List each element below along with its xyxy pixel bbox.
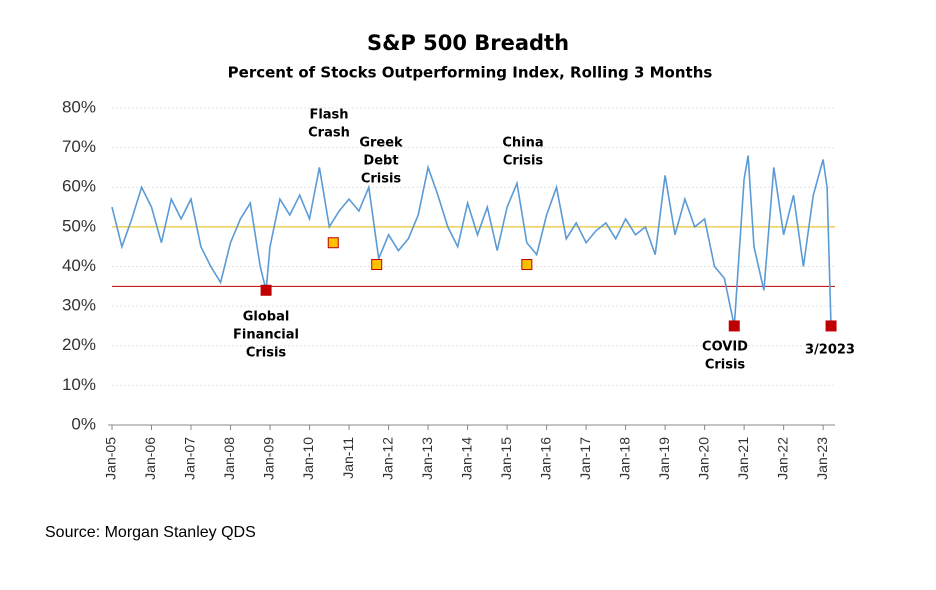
y-tick-label: 0% [71, 414, 96, 433]
event-marker [371, 259, 383, 271]
x-tick-label: Jan-18 [616, 437, 632, 480]
y-tick-label: 50% [62, 216, 96, 235]
annotation-text: Debt [363, 154, 398, 169]
annotation-text: China [502, 136, 543, 151]
x-tick-label: Jan-20 [695, 437, 711, 480]
y-tick-label: 20% [62, 335, 96, 354]
x-tick-label: Jan-14 [458, 437, 474, 480]
x-tick-label: Jan-16 [537, 437, 553, 480]
x-tick-label: Jan-07 [182, 437, 198, 480]
source: Source: Morgan Stanley QDS [45, 524, 256, 541]
y-tick-label: 40% [62, 256, 96, 275]
x-tick-label: Jan-22 [774, 437, 790, 480]
y-tick-label: 70% [62, 137, 96, 156]
x-tick-label: Jan-09 [261, 437, 277, 480]
x-tick-label: Jan-11 [340, 437, 356, 479]
y-tick-label: 60% [62, 177, 96, 196]
y-tick-label: 30% [62, 296, 96, 315]
annotation-text: Crisis [246, 346, 287, 361]
event-marker [521, 259, 533, 271]
event-marker [728, 320, 740, 332]
annotation-text: 3/2023 [805, 343, 855, 358]
annotation-text: Flash [309, 108, 348, 123]
y-tick-label: 80% [62, 97, 96, 116]
y-tick-label: 10% [62, 375, 96, 394]
annotation-text: Crisis [503, 154, 544, 169]
chart-title: S&P 500 Breadth [367, 31, 569, 55]
x-tick-label: Jan-15 [498, 437, 514, 480]
x-tick-label: Jan-23 [814, 437, 830, 480]
event-marker [260, 284, 272, 296]
x-tick-label: Jan-05 [103, 437, 119, 480]
x-tick-label: Jan-19 [656, 437, 672, 480]
annotation-text: Greek [359, 136, 403, 151]
x-tick-label: Jan-17 [577, 437, 593, 480]
annotation-text: Financial [233, 328, 299, 343]
event-marker [825, 320, 837, 332]
chart-subtitle: Percent of Stocks Outperforming Index, R… [228, 64, 713, 82]
annotation-text: COVID [702, 340, 748, 355]
event-marker [327, 237, 339, 249]
annotation-text: Global [243, 310, 290, 325]
x-tick-label: Jan-21 [735, 437, 751, 480]
x-tick-label: Jan-13 [419, 437, 435, 480]
annotation-text: Crash [308, 126, 350, 141]
x-tick-label: Jan-06 [142, 437, 158, 480]
annotation-text: Crisis [361, 172, 402, 187]
x-tick-label: Jan-10 [300, 437, 316, 480]
data-line [111, 155, 832, 327]
x-tick-label: Jan-12 [379, 437, 395, 480]
annotation-text: Crisis [705, 358, 746, 373]
x-tick-label: Jan-08 [221, 437, 237, 480]
